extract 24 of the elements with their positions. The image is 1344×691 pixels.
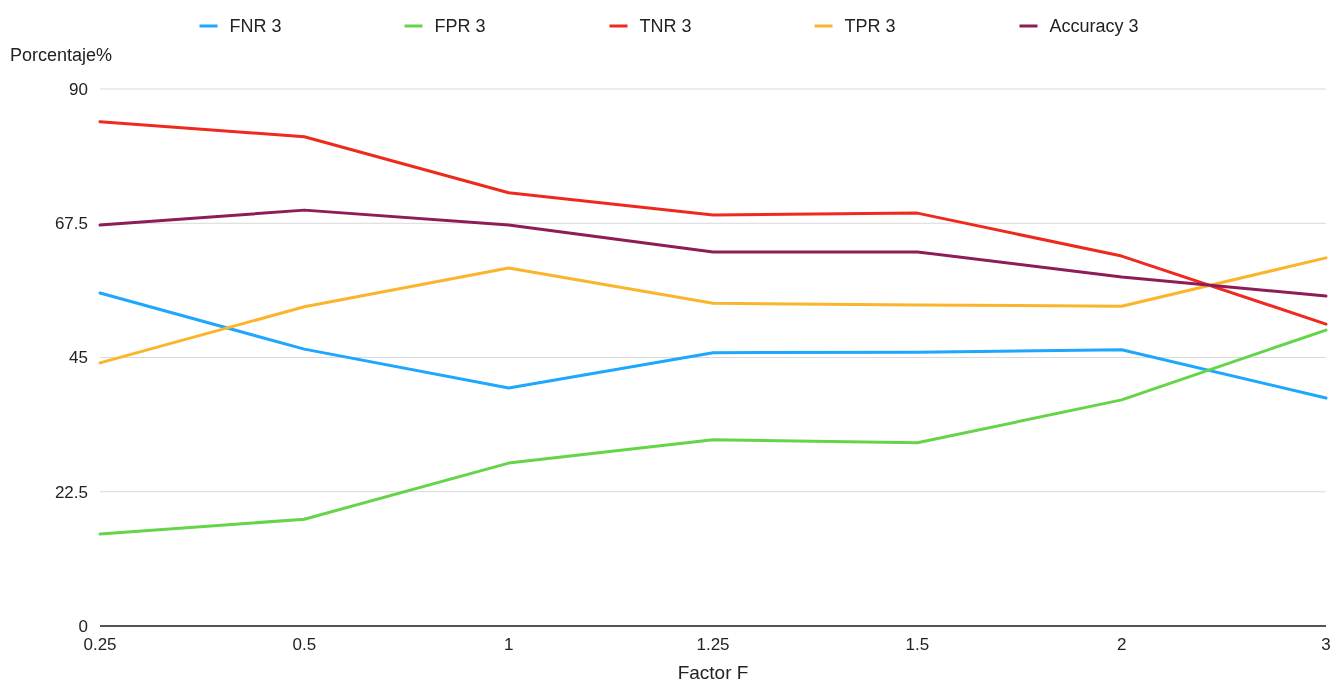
line-series	[98, 328, 1328, 536]
y-tick-label: 22.5	[54, 482, 88, 502]
x-tick-label: 1.25	[696, 635, 730, 654]
y-axis-title: Porcentaje%	[10, 45, 113, 65]
y-tick-label: 90	[69, 79, 88, 99]
line-series	[98, 291, 1328, 400]
x-tick-label: 3	[1321, 635, 1331, 654]
y-tick-label: 67.5	[54, 214, 88, 234]
x-axis-title: Factor F	[677, 662, 749, 683]
x-tick-label: 1.5	[905, 635, 930, 654]
line-series	[98, 256, 1328, 365]
x-tick-label: 1	[503, 635, 514, 654]
line-series	[98, 120, 1328, 326]
x-tick-label: 2	[1116, 635, 1127, 654]
y-tick-label: 0	[78, 616, 88, 636]
x-tick-label: 0.25	[83, 635, 117, 654]
legend-label: FPR 3	[434, 16, 486, 36]
y-tick-label: 45	[69, 348, 88, 368]
legend-label: TPR 3	[844, 16, 896, 36]
legend-label: TNR 3	[639, 16, 692, 36]
legend-label: FNR 3	[229, 16, 282, 36]
line-series	[98, 208, 1328, 298]
legend-label: Accuracy 3	[1049, 16, 1139, 36]
x-tick-label: 0.5	[292, 635, 317, 654]
